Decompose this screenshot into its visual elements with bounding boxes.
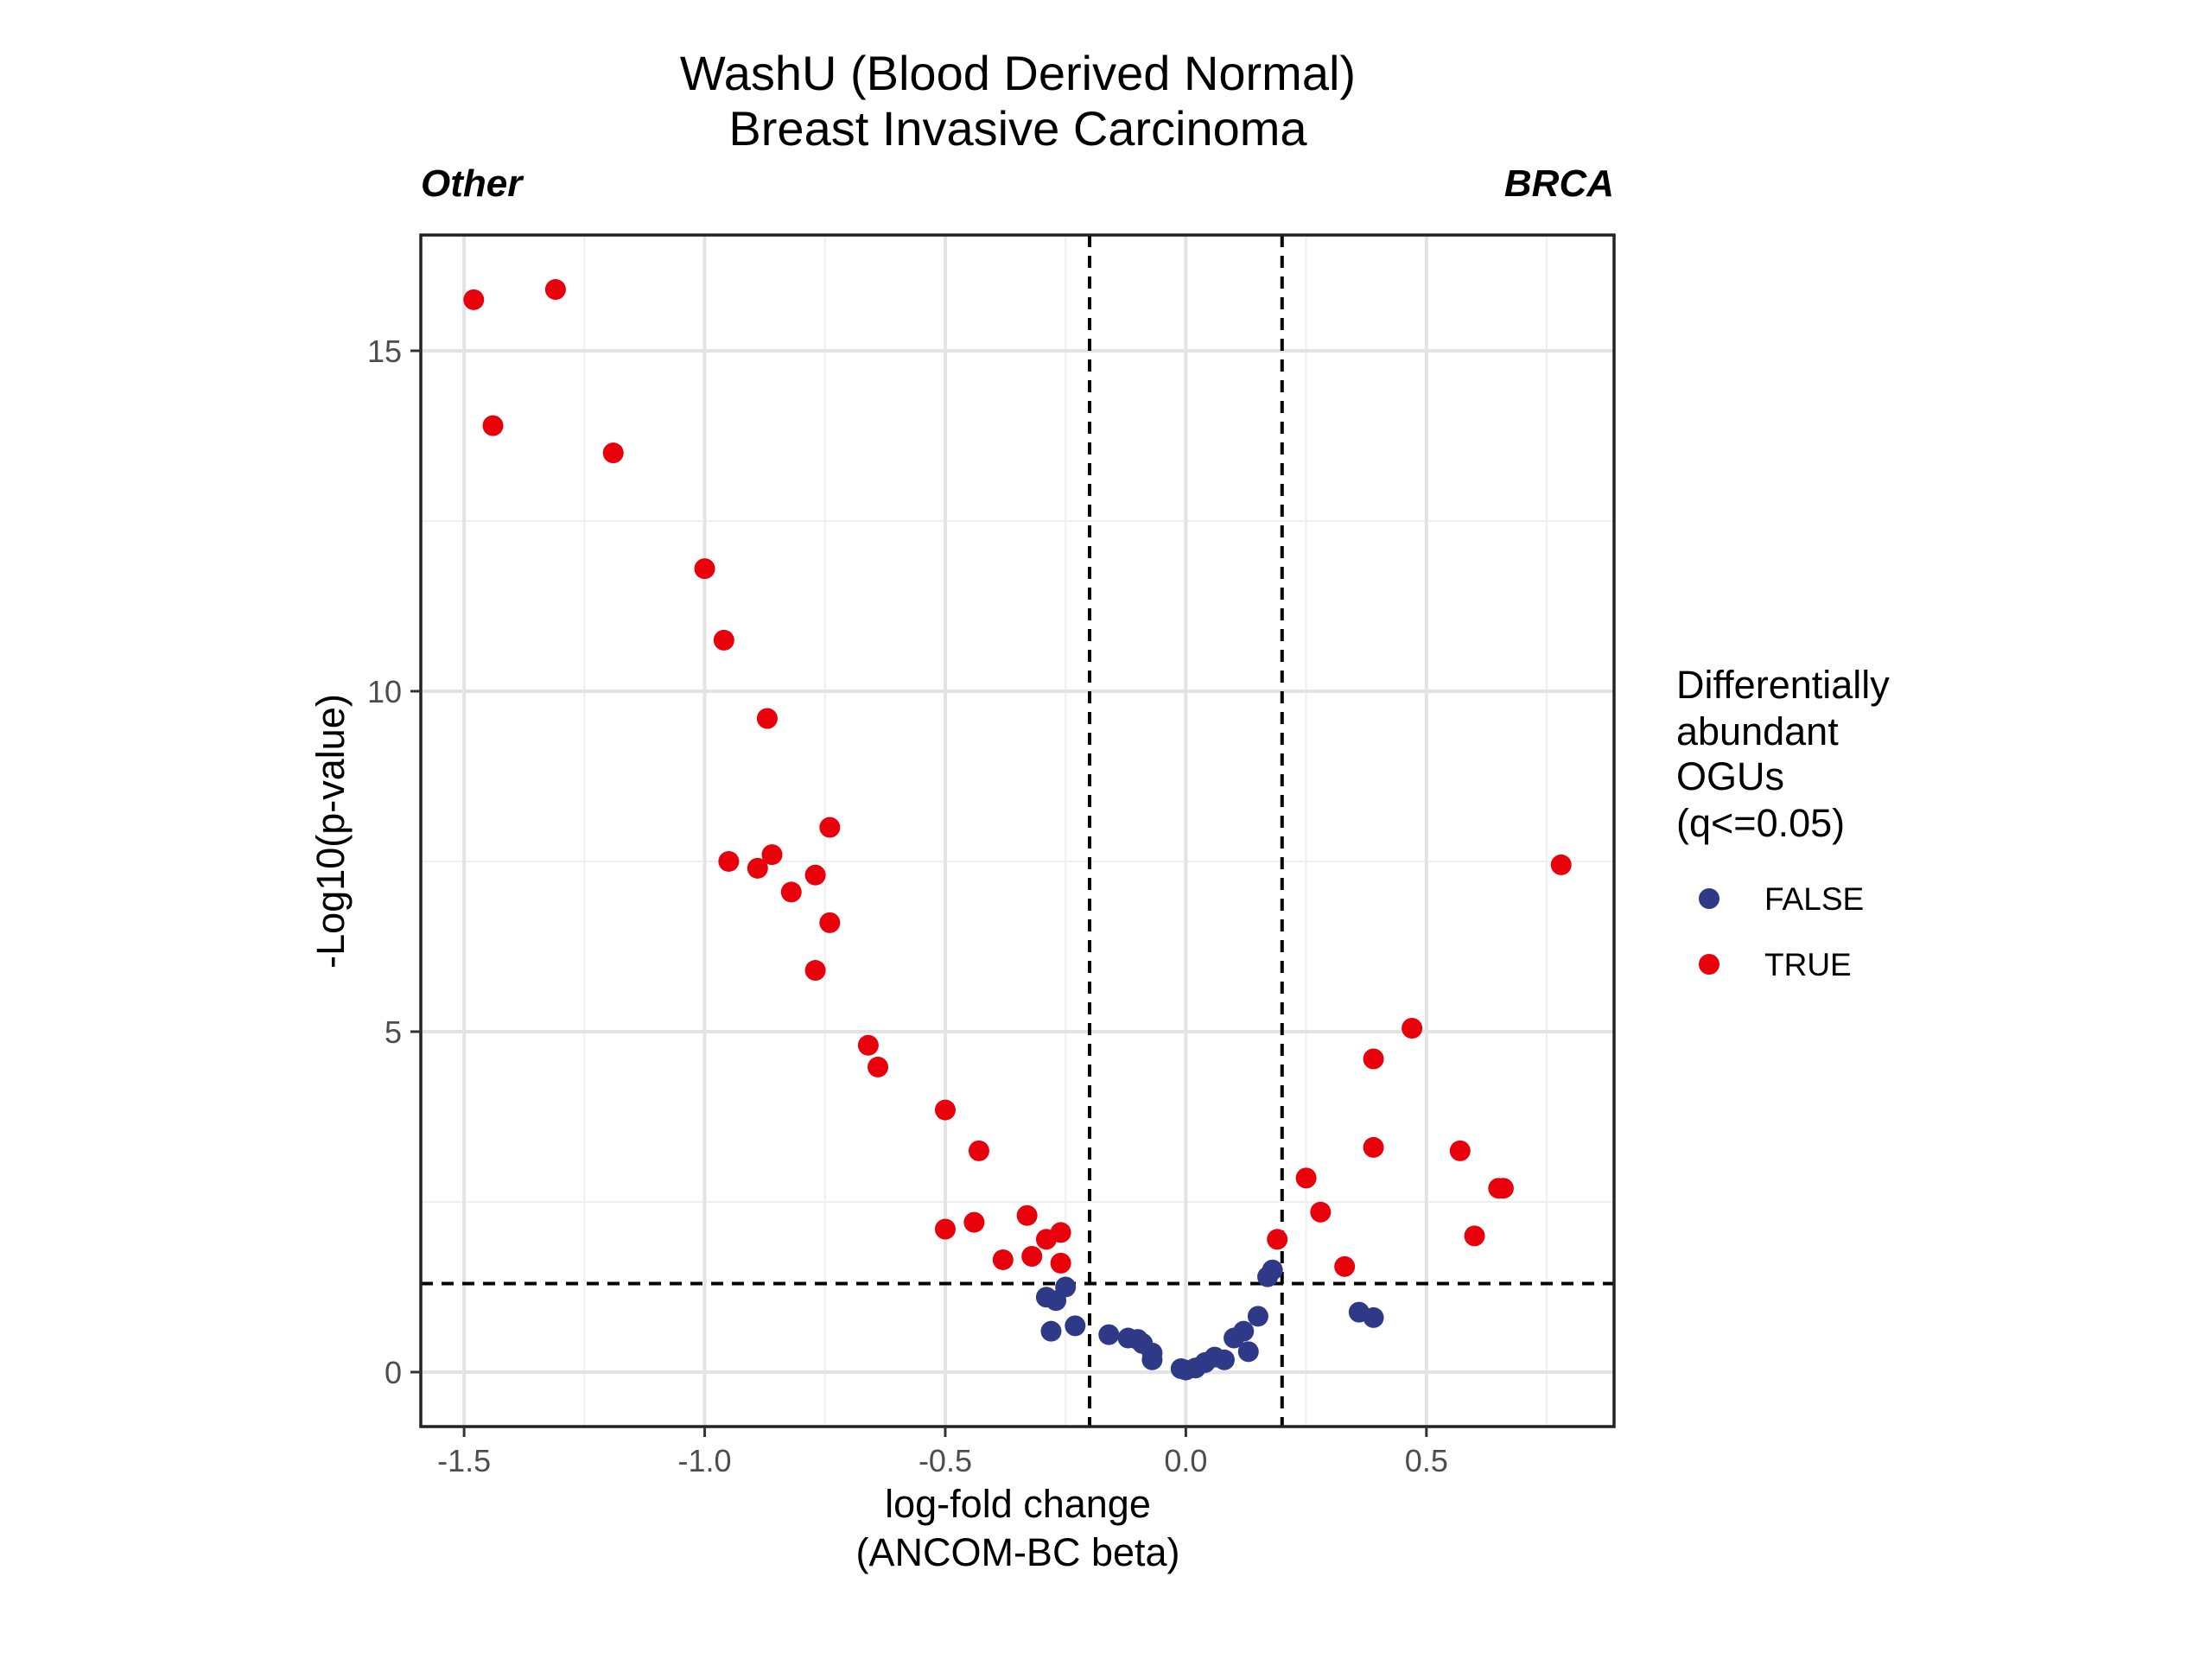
data-point-true — [602, 442, 624, 464]
data-point-true — [1267, 1229, 1288, 1250]
data-points — [463, 279, 1572, 1381]
data-point-true — [1449, 1140, 1471, 1161]
data-point-true — [819, 817, 841, 838]
data-point-true — [1550, 854, 1572, 875]
data-point-true — [694, 558, 715, 580]
right-group-label: BRCA — [1504, 162, 1614, 205]
data-point-false — [1363, 1306, 1384, 1328]
x-tick-label: -1.5 — [437, 1443, 491, 1478]
data-point-true — [934, 1218, 956, 1240]
x-tick-label: -1.0 — [678, 1443, 732, 1478]
legend-title-line-1: Differentially — [1676, 663, 1890, 707]
plot-panel — [421, 235, 1614, 1427]
data-point-true — [463, 289, 485, 310]
data-point-false — [1141, 1349, 1163, 1370]
x-axis-title-line-1: log-fold change — [885, 1482, 1151, 1526]
data-point-true — [1295, 1167, 1317, 1189]
data-point-true — [756, 708, 778, 729]
data-point-true — [1363, 1048, 1384, 1070]
data-point-false — [1262, 1259, 1283, 1281]
x-tick-label: 0.5 — [1405, 1443, 1448, 1478]
data-point-false — [1098, 1324, 1120, 1345]
data-point-true — [1016, 1205, 1038, 1226]
data-point-false — [1237, 1341, 1259, 1363]
y-tick-label: 5 — [385, 1014, 402, 1050]
data-point-true — [819, 912, 841, 933]
data-point-false — [1233, 1320, 1255, 1342]
legend-key-true — [1699, 954, 1719, 975]
data-point-true — [747, 857, 768, 879]
data-point-true — [804, 960, 826, 982]
legend-title-line-3: OGUs — [1676, 754, 1784, 798]
data-point-true — [761, 844, 783, 866]
x-axis: -1.5 -1.0 -0.5 0.0 0.5 — [437, 1427, 1448, 1478]
data-point-false — [1065, 1315, 1086, 1337]
data-point-true — [968, 1140, 989, 1161]
reference-lines — [421, 235, 1614, 1427]
plot-panel-border — [419, 233, 1616, 1428]
x-tick-label: 0.0 — [1164, 1443, 1207, 1478]
data-point-true — [804, 864, 826, 886]
chart-title-line-2: Breast Invasive Carcinoma — [728, 101, 1307, 156]
data-point-true — [780, 881, 802, 903]
data-point-true — [868, 1056, 889, 1077]
legend-label-true: TRUE — [1764, 947, 1852, 982]
legend: Differentially abundant OGUs (q<=0.05) F… — [1676, 663, 1890, 982]
y-axis: 0 5 10 15 — [367, 334, 421, 1390]
data-point-false — [1247, 1306, 1268, 1327]
data-point-true — [1402, 1018, 1423, 1039]
data-point-true — [1050, 1252, 1071, 1274]
data-point-true — [934, 1099, 956, 1121]
y-axis-title: -Log10(p-value) — [308, 694, 353, 969]
x-tick-label: -0.5 — [918, 1443, 972, 1478]
data-point-true — [1334, 1255, 1356, 1277]
y-tick-label: 10 — [367, 674, 402, 709]
data-point-false — [1040, 1320, 1062, 1342]
legend-title-line-4: (q<=0.05) — [1676, 801, 1845, 845]
x-axis-title-line-2: (ANCOM-BC beta) — [855, 1530, 1179, 1574]
chart-title-line-1: WashU (Blood Derived Normal) — [680, 46, 1356, 100]
data-point-true — [1363, 1136, 1384, 1158]
data-point-true — [857, 1034, 879, 1056]
data-point-true — [713, 629, 734, 651]
data-point-true — [1050, 1222, 1071, 1243]
data-point-false — [1055, 1276, 1077, 1298]
legend-label-false: FALSE — [1764, 881, 1864, 917]
data-point-true — [1464, 1225, 1485, 1247]
data-point-true — [1021, 1246, 1043, 1267]
y-tick-label: 0 — [385, 1355, 402, 1390]
data-point-true — [992, 1249, 1014, 1270]
legend-key-false — [1699, 888, 1719, 909]
data-point-true — [718, 850, 740, 872]
data-point-true — [1310, 1201, 1332, 1223]
data-point-true — [544, 279, 566, 301]
data-point-true — [963, 1211, 985, 1233]
data-point-true — [482, 415, 504, 436]
legend-title-line-2: abundant — [1676, 709, 1839, 753]
data-point-true — [1492, 1178, 1514, 1199]
left-group-label: Other — [421, 162, 524, 205]
y-tick-label: 15 — [367, 334, 402, 369]
data-point-false — [1213, 1349, 1235, 1370]
